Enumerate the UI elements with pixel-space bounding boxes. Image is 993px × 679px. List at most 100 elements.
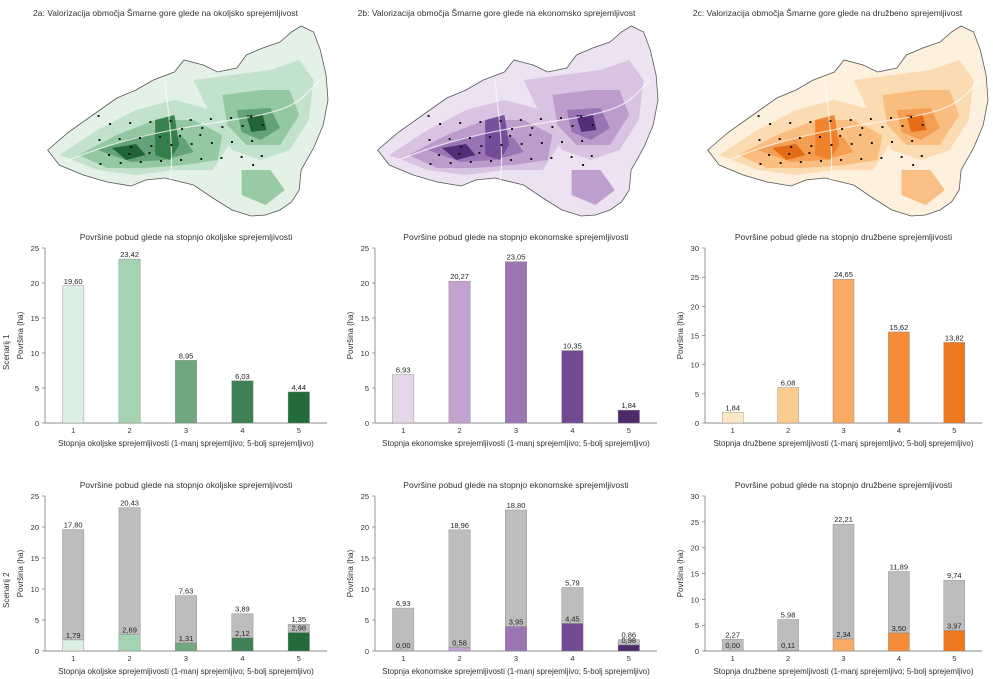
bar-value-label: 13,82 <box>945 333 964 342</box>
map-building <box>798 137 801 139</box>
map-building <box>139 161 142 163</box>
bar-segment-other-label: 6,93 <box>396 599 411 608</box>
map-building <box>159 136 161 138</box>
y-tick-label: 25 <box>31 244 39 253</box>
map-building <box>571 125 574 127</box>
bar <box>505 261 527 424</box>
map-building <box>779 162 782 164</box>
bar-segment-approved-label: 4,45 <box>565 614 580 623</box>
bar-segment-other <box>392 607 415 652</box>
map-building <box>809 121 812 123</box>
map-building <box>570 156 573 158</box>
y-tick-label: 10 <box>691 595 699 604</box>
map-road <box>824 79 833 186</box>
map-zone <box>576 115 597 132</box>
y-tick-label: 10 <box>31 585 39 594</box>
map-road <box>398 79 651 161</box>
y-axis-label: Površina (ha) <box>16 549 25 597</box>
map-zone <box>155 115 180 160</box>
map-building <box>819 136 821 138</box>
bar-segment-other-label: 2,27 <box>725 630 740 639</box>
x-axis-label: Stopnja ekonomske sprejemljivosti (1-man… <box>382 439 650 448</box>
bar-segment-other-label: 18,96 <box>450 521 469 530</box>
bar <box>832 279 855 424</box>
map-building <box>580 116 583 118</box>
map-building <box>810 145 813 147</box>
map-building <box>881 126 884 128</box>
map-zone <box>571 170 615 205</box>
y-tick-label: 0 <box>365 647 369 656</box>
bar <box>777 387 799 424</box>
map-zone <box>241 170 285 205</box>
x-tick-label: 5 <box>952 654 956 663</box>
map-building <box>150 145 153 147</box>
bar-segment-approved <box>118 634 141 652</box>
x-tick-label: 5 <box>952 426 956 435</box>
y-tick-label: 10 <box>361 349 369 358</box>
y-tick-label: 25 <box>361 492 369 501</box>
x-tick-label: 4 <box>570 654 574 663</box>
bar-segment-approved-label: 3,97 <box>947 621 962 630</box>
map-road <box>68 79 321 161</box>
x-axis-label: Stopnja družbene sprejemljivosti (1-manj… <box>713 667 973 676</box>
x-tick-label: 4 <box>897 426 901 435</box>
x-tick-label: 2 <box>128 654 132 663</box>
map-building <box>468 137 471 139</box>
bar-segment-approved <box>561 623 584 652</box>
chart-scenario2-economic: Površine pobud glede na stopnjo ekonomsk… <box>346 480 657 676</box>
bar-segment-approved-label: 2,34 <box>836 630 851 639</box>
map-building <box>240 156 243 158</box>
bar-segment-approved <box>505 626 527 652</box>
bar-segment-approved <box>832 638 855 652</box>
bar-segment-approved <box>888 632 910 652</box>
bar-segment-approved <box>62 639 85 652</box>
chart-title: Površine pobud glede na stopnjo ekonomsk… <box>403 232 628 242</box>
y-tick-label: 0 <box>35 647 39 656</box>
map-building <box>128 153 131 155</box>
y-tick-label: 10 <box>691 361 699 370</box>
x-tick-label: 2 <box>458 426 462 435</box>
map-building <box>180 159 183 161</box>
y-tick-label: 20 <box>361 523 369 532</box>
chart-scenario1-economic: Površine pobud glede na stopnjo ekonomsk… <box>346 232 657 448</box>
x-tick-label: 5 <box>297 426 301 435</box>
map-building <box>550 157 553 159</box>
bar-value-label: 20,27 <box>450 272 469 281</box>
x-tick-label: 3 <box>841 426 845 435</box>
map-building <box>509 135 512 137</box>
bar <box>287 391 310 424</box>
bar-segment-other-label: 1,35 <box>291 615 306 624</box>
x-tick-label: 2 <box>786 426 790 435</box>
map-building <box>519 119 522 121</box>
bar-segment-other <box>721 639 744 652</box>
map-building <box>911 140 914 142</box>
bar <box>231 380 254 424</box>
map-building <box>109 123 112 125</box>
map-building <box>230 117 232 119</box>
y-tick-label: 25 <box>31 492 39 501</box>
y-tick-label: 5 <box>695 621 699 630</box>
bar-segment-other-label: 3,89 <box>235 605 250 614</box>
map-building <box>160 160 162 162</box>
map-building <box>170 144 173 146</box>
map-building <box>778 138 781 140</box>
map-building <box>169 120 172 122</box>
y-tick-label: 5 <box>695 390 699 399</box>
map-building <box>912 164 915 166</box>
map-building <box>757 115 760 117</box>
map-building <box>861 127 864 129</box>
map-building <box>138 137 141 139</box>
map-building <box>840 159 843 161</box>
x-tick-label: 5 <box>627 654 631 663</box>
map-building <box>808 152 811 154</box>
map-building <box>769 123 772 125</box>
map-building <box>890 117 892 119</box>
map-building <box>108 154 111 156</box>
x-tick-label: 4 <box>240 654 244 663</box>
bar-segment-approved <box>617 644 640 652</box>
bar <box>392 374 415 424</box>
map-zone <box>906 115 927 132</box>
x-tick-label: 2 <box>786 654 790 663</box>
map-building <box>200 158 203 160</box>
map-building <box>920 155 923 157</box>
